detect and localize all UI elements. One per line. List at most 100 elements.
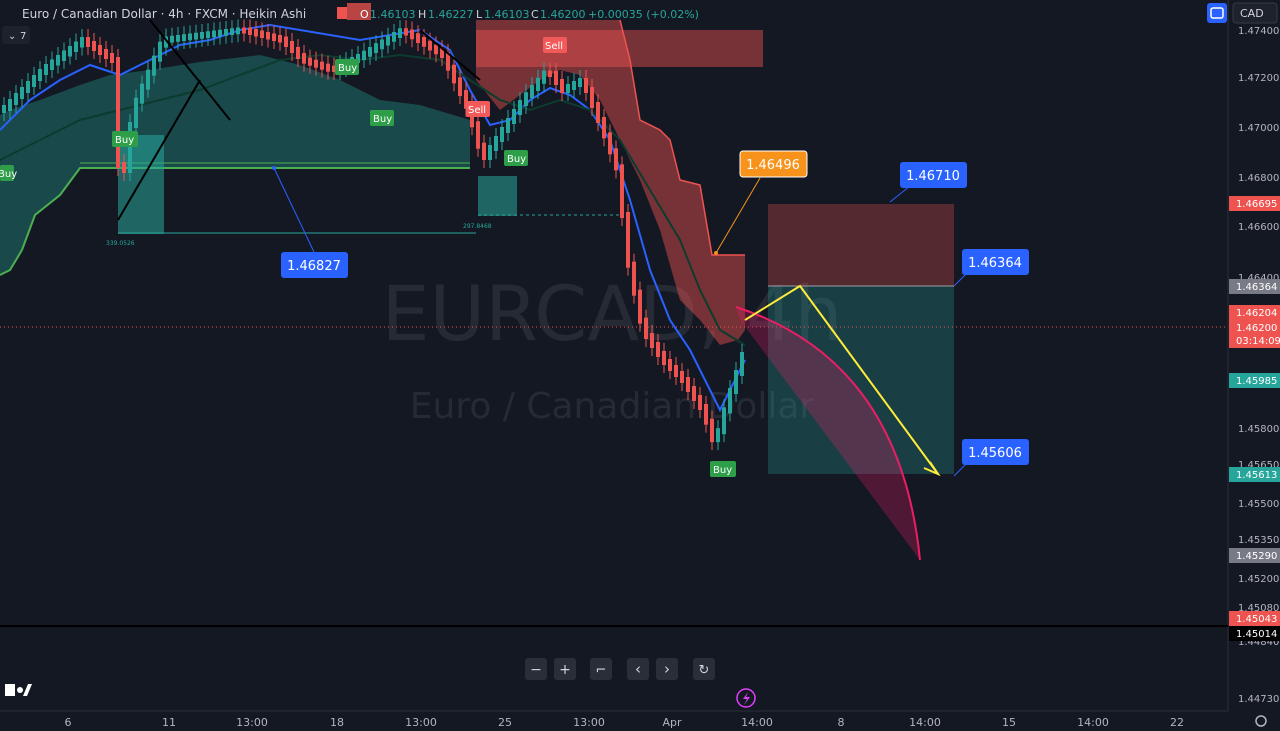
candle-body	[680, 371, 684, 383]
zoom-in-button[interactable]: +	[554, 658, 576, 680]
candle-body	[218, 29, 222, 37]
candle-body	[434, 44, 438, 55]
candle-body	[176, 35, 180, 42]
arc-sector-fill	[736, 307, 920, 560]
candle-body	[554, 71, 558, 85]
candle-body	[92, 41, 96, 51]
candle-body	[584, 78, 588, 93]
candle-body	[452, 64, 456, 84]
price-tags: 1.46695 1.46364 1.46204 1.46200 03:14:09…	[1229, 196, 1280, 641]
candle-body	[734, 370, 738, 394]
candle-body	[362, 50, 366, 60]
price-tick: 1.46800	[1238, 173, 1279, 184]
candle-body	[656, 342, 660, 357]
candle-body	[518, 100, 522, 115]
candle-body	[500, 127, 504, 142]
candle-body	[374, 43, 378, 53]
candle-body	[368, 47, 372, 57]
svg-text:1.45985: 1.45985	[1236, 376, 1277, 387]
time-tick: 18	[330, 716, 344, 729]
time-axis[interactable]	[0, 711, 1280, 731]
candle-body	[266, 32, 270, 40]
reset-scale-button[interactable]: ⌐	[590, 658, 612, 680]
price-tick: 1.47400	[1238, 26, 1279, 37]
arc-curve	[735, 306, 921, 561]
chevron-right-icon: ›	[664, 660, 670, 678]
candle-body	[80, 37, 84, 48]
candle-body	[116, 57, 120, 168]
stop-loss-zone[interactable]	[768, 204, 954, 286]
candle-body	[14, 93, 18, 105]
lightning-icon[interactable]	[736, 688, 756, 708]
svg-text:1.45014: 1.45014	[1236, 629, 1277, 640]
callout-labels[interactable]: 1.46827 1.46496 1.46710 1.46364 1.45606	[281, 150, 1029, 465]
candle-body	[308, 57, 312, 66]
indicator-count: 7	[20, 31, 26, 42]
candle-body	[608, 132, 612, 155]
scroll-left-button[interactable]: ‹	[627, 658, 649, 680]
candle-body	[98, 45, 102, 55]
candle-body	[704, 404, 708, 425]
refresh-button[interactable]: ↻	[693, 658, 715, 680]
candle-body	[716, 428, 720, 443]
candle-body	[74, 41, 78, 52]
candle-body	[170, 35, 174, 43]
candle-body	[104, 49, 108, 59]
candle-body	[740, 352, 744, 376]
price-tick: 1.44840	[1238, 637, 1279, 648]
candle-body	[86, 37, 90, 47]
candle-body	[536, 77, 540, 91]
candle-body	[590, 87, 594, 108]
sell-signal-1	[466, 101, 490, 117]
candle-body	[56, 55, 60, 66]
candle-body	[158, 41, 162, 62]
candle-body	[224, 29, 228, 36]
scroll-right-button[interactable]: ›	[656, 658, 678, 680]
time-axis-ticks: 6 11 13:00 18 13:00 25 13:00 Apr 14:00 8…	[65, 716, 1185, 729]
top-right-toolbar[interactable]: CAD	[1207, 2, 1278, 24]
candle-body	[146, 69, 150, 90]
zoom-out-button[interactable]: −	[525, 658, 547, 680]
indicators-toggle[interactable]: ⌄ 7	[2, 26, 30, 44]
projection-arrowhead	[923, 461, 941, 477]
candle-body	[236, 27, 240, 35]
take-profit-zone[interactable]	[768, 286, 954, 474]
time-tick: Apr	[662, 716, 682, 729]
candle-body	[692, 386, 696, 401]
settings-gear-icon[interactable]	[1255, 715, 1267, 727]
plot-area[interactable]	[0, 0, 1228, 711]
candle-body	[722, 407, 726, 435]
candle-body	[320, 61, 324, 70]
svg-text:1.46695: 1.46695	[1236, 199, 1277, 210]
candle-body	[410, 29, 414, 40]
candle-body	[566, 84, 570, 93]
candle-body	[68, 46, 72, 57]
candle-body	[578, 78, 582, 87]
candle-body	[230, 28, 234, 35]
svg-text:1.46204: 1.46204	[1236, 308, 1277, 319]
price-tick: 1.45500	[1238, 499, 1279, 510]
candle-body	[440, 48, 444, 58]
projection-path	[744, 284, 939, 475]
candle-body	[32, 75, 36, 87]
candle-body	[380, 39, 384, 50]
candle-body	[662, 351, 666, 365]
candle-body	[392, 32, 396, 42]
candle-body	[134, 97, 138, 128]
buy-signal-5-label: Buy	[507, 154, 526, 165]
price-tick: 1.46400	[1238, 273, 1279, 284]
candle-body	[494, 136, 498, 151]
candle-body	[506, 118, 510, 133]
tradingview-logo-icon	[5, 684, 32, 696]
price-axis[interactable]	[1228, 0, 1280, 711]
price-axis-ticks: 1.47400 1.47200 1.47000 1.46800 1.46600 …	[1238, 26, 1279, 705]
candle-body	[686, 377, 690, 392]
chart-nav-buttons[interactable]: − + ⌐ ‹ › ↻	[525, 658, 715, 680]
candles	[2, 19, 744, 451]
callout-pointer-3	[889, 185, 911, 203]
candle-body	[140, 83, 144, 104]
candle-body	[356, 54, 360, 63]
chevron-down-icon: ⌄	[8, 31, 16, 42]
candle-body	[242, 27, 246, 34]
